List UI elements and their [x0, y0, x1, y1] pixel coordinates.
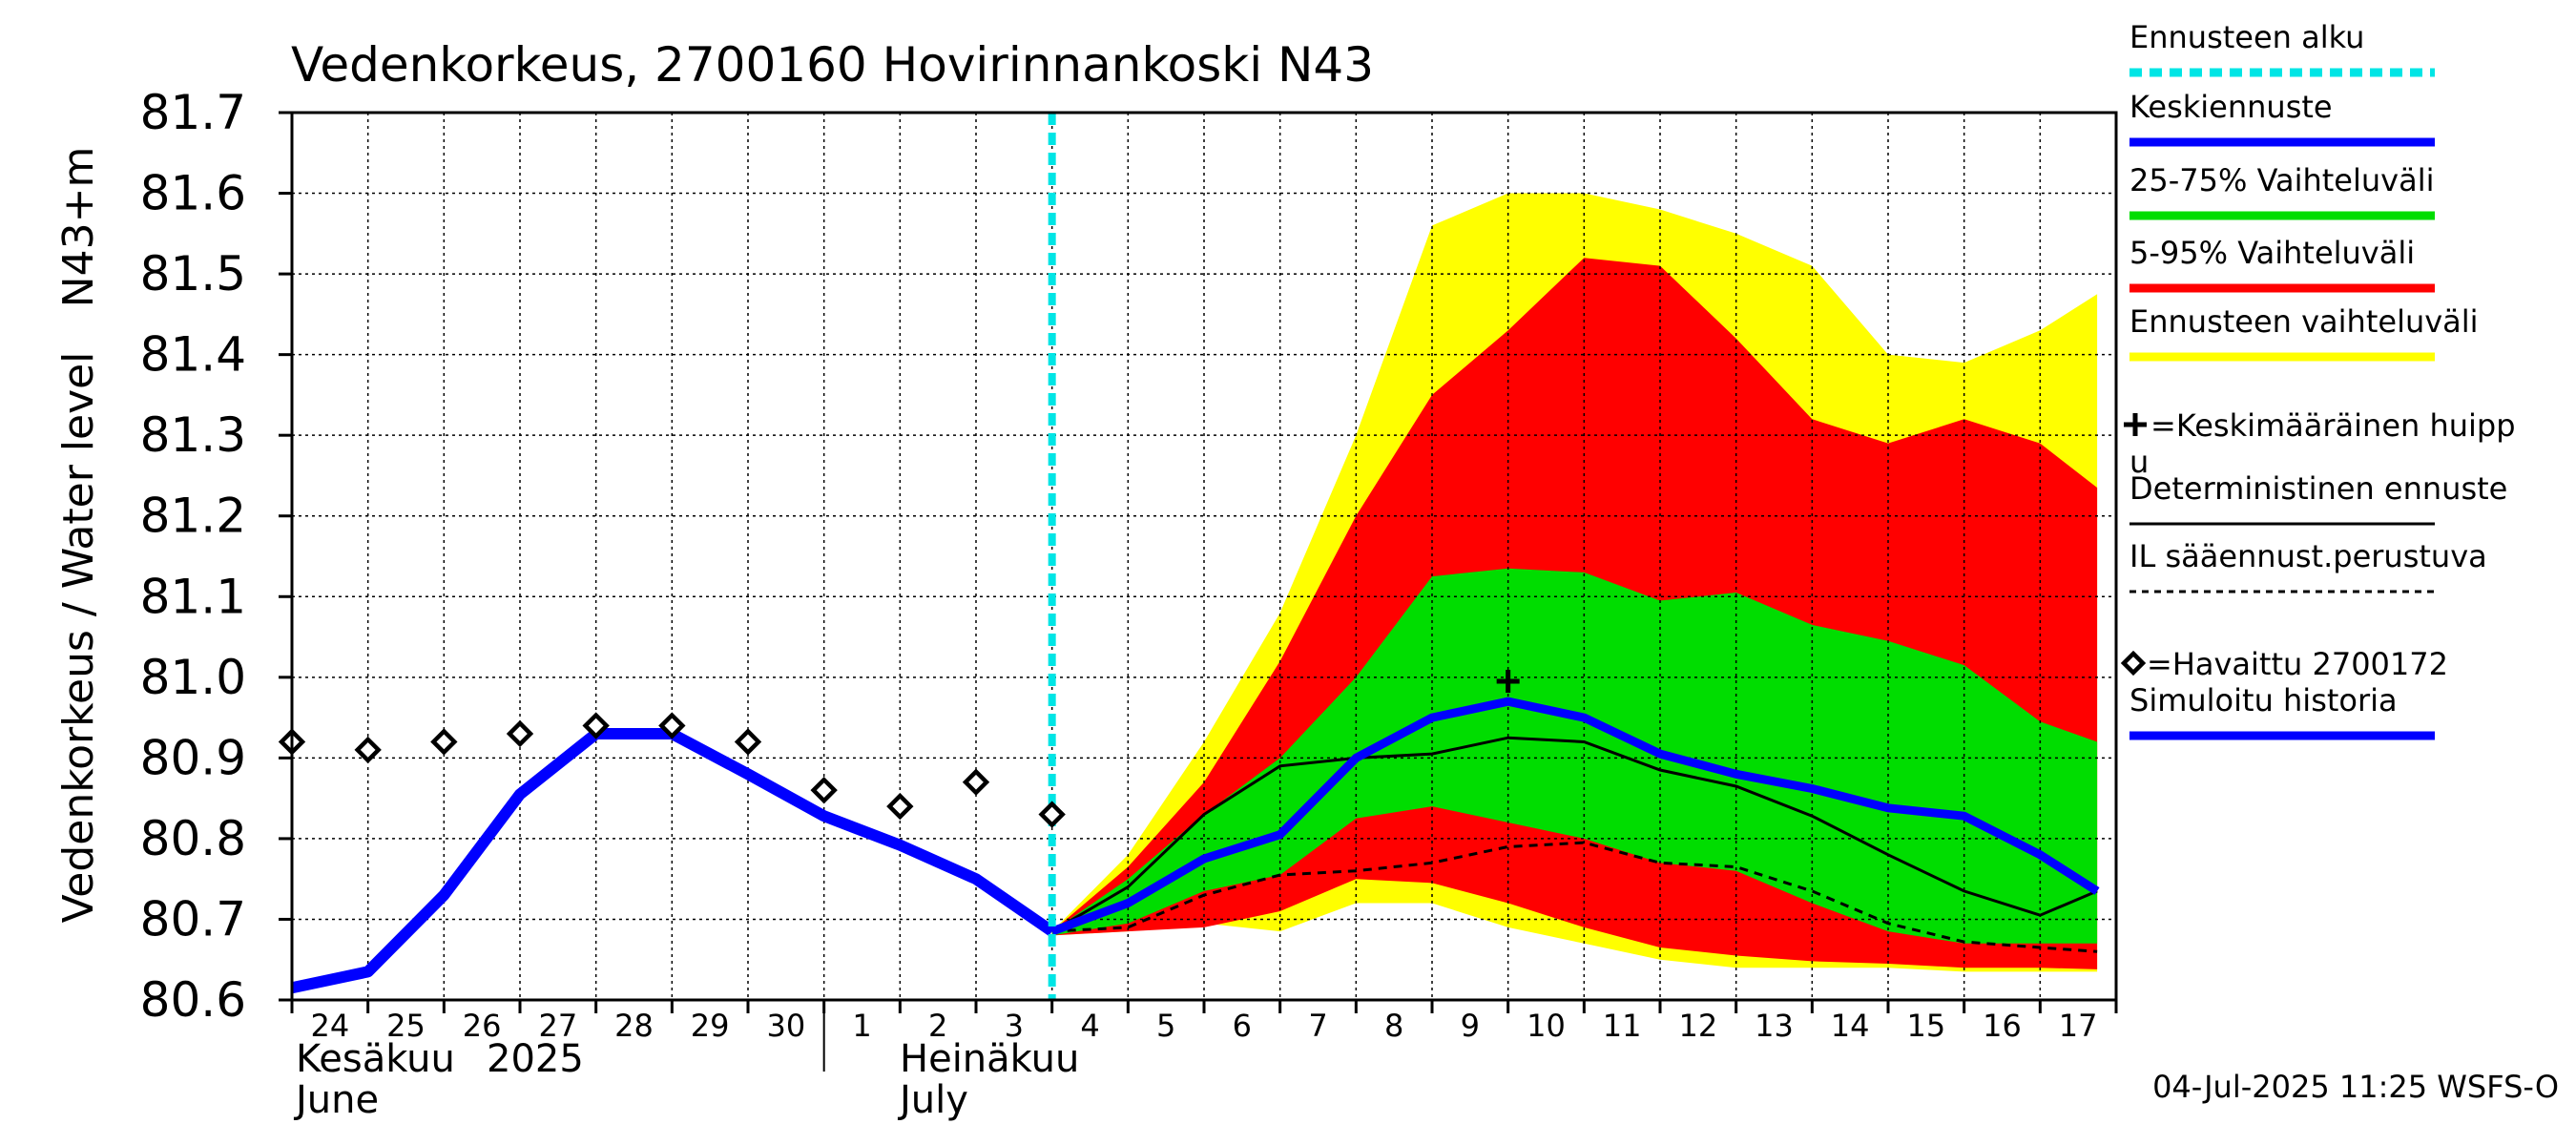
mean-forecast-line [1050, 697, 2100, 936]
observed-point [506, 719, 534, 748]
legend-label-range: Ennusteen vaihteluväli [2129, 303, 2479, 340]
month-label-en-july: July [897, 1078, 968, 1122]
legend-label-il: IL sääennust.perustuva [2129, 538, 2487, 574]
x-tick-label: 5 [1156, 1008, 1175, 1044]
y-tick-label: 81.4 [140, 327, 246, 383]
axes: 80.6 80.7 80.8 80.9 81.0 81.1 81.2 81.3 81.4 81.5… [140, 85, 2118, 1122]
x-tick-label: 10 [1527, 1008, 1566, 1044]
legend-label-mean: Keskiennuste [2129, 89, 2333, 125]
legend-label-peak: =Keskimääräinen huipp u [2129, 407, 2516, 480]
x-tick-label: 2 [928, 1008, 947, 1044]
band-25-75 [1051, 568, 2098, 944]
y-tick-label: 80.6 [140, 972, 246, 1028]
legend-label-peak-line1: =Keskimääräinen huipp [2150, 407, 2516, 444]
mean-peak-marker [1496, 670, 1520, 694]
x-tick-label: 26 [463, 1008, 502, 1044]
x-tick-label: 29 [691, 1008, 730, 1044]
y-tick-label: 81.1 [140, 569, 246, 624]
observed-point [658, 712, 686, 739]
x-tick-label: 15 [1906, 1008, 1945, 1044]
x-tick-label: 12 [1678, 1008, 1717, 1044]
x-tick-label: 11 [1603, 1008, 1642, 1044]
y-tick-label: 80.8 [140, 811, 246, 866]
legend-label-simulated: Simuloitu historia [2129, 682, 2398, 718]
y-tick-label: 80.7 [140, 891, 246, 947]
observed-point [886, 792, 914, 821]
legend-label-observed: =Havaittu 2700172 [2147, 646, 2448, 682]
observed-point [430, 728, 458, 756]
il-forecast-line [1051, 841, 2098, 953]
x-tick-label: 13 [1755, 1008, 1794, 1044]
month-label-fi-july: Heinäkuu [900, 1037, 1079, 1081]
y-axis-label-left: Vedenkorkeus / Water level [54, 352, 103, 924]
x-tick-label: 27 [538, 1008, 577, 1044]
y-axis-label-right: N43+m [54, 147, 103, 308]
legend-label-deterministic: Deterministinen ennuste [2129, 470, 2507, 507]
month-label-fi-june: Kesäkuu [296, 1037, 455, 1081]
x-tick-label: 17 [2059, 1008, 2098, 1044]
y-tick-label: 81.6 [140, 166, 246, 221]
observed-point [962, 768, 990, 796]
y-tick-label: 81.5 [140, 246, 246, 302]
observed-point [734, 728, 762, 756]
x-tick-label: 1 [852, 1008, 871, 1044]
x-tick-label: 6 [1233, 1008, 1252, 1044]
observed-point [810, 776, 838, 804]
x-tick-label: 25 [386, 1008, 426, 1044]
month-label-en-june: June [293, 1078, 379, 1122]
observed-point [1038, 801, 1066, 828]
x-tick-label: 7 [1308, 1008, 1327, 1044]
x-tick-label: 28 [614, 1008, 654, 1044]
x-tick-label: 9 [1461, 1008, 1480, 1044]
series-lines [278, 113, 2100, 1000]
x-tick-label: 14 [1831, 1008, 1870, 1044]
x-tick-label: 24 [310, 1008, 349, 1044]
legend: Ennusteen alku Keskiennuste 25-75% Vaihtel… [2120, 19, 2516, 740]
x-tick-label: 8 [1384, 1008, 1403, 1044]
y-tick-label: 81.0 [140, 650, 246, 705]
x-tick-label: 30 [766, 1008, 805, 1044]
legend-label-p5_95: 5-95% Vaihteluväli [2129, 235, 2415, 271]
observed-point [582, 712, 610, 739]
y-tick-label: 81.2 [140, 489, 246, 544]
x-tick-label: 16 [1983, 1008, 2022, 1044]
x-tick-label: 3 [1005, 1008, 1024, 1044]
legend-label-forecast_start: Ennusteen alku [2129, 19, 2364, 55]
legend-label-p25_75: 25-75% Vaihteluväli [2129, 162, 2434, 198]
legend-label-peak-line2: u [2129, 444, 2149, 480]
timestamp: 04-Jul-2025 11:25 WSFS-O [2152, 1069, 2559, 1105]
observed-point [354, 736, 382, 764]
deterministic-line [1050, 736, 2098, 933]
y-tick-label: 80.9 [140, 730, 246, 785]
x-tick-label: 4 [1080, 1008, 1099, 1044]
y-tick-label: 81.7 [140, 85, 246, 140]
chart-title: Vedenkorkeus, 2700160 Hovirinnankoski N4… [291, 37, 1374, 93]
y-tick-label: 81.3 [140, 407, 246, 463]
legend-peak-symbol [2124, 413, 2147, 436]
legend-observed-symbol [2120, 650, 2147, 677]
year-label: 2025 [487, 1037, 584, 1081]
